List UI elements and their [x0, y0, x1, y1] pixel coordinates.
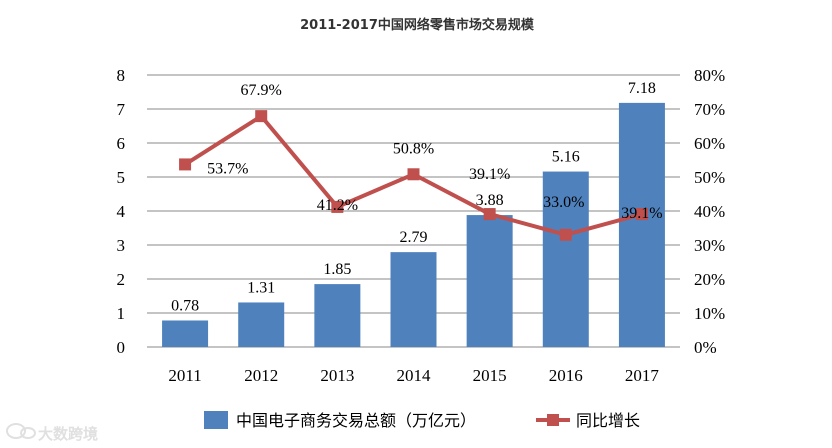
bar-data-label: 1.31 [247, 279, 275, 296]
bar-data-label: 5.16 [552, 149, 580, 166]
right-axis-tick-label: 0% [694, 338, 717, 357]
legend-line-label: 同比增长 [576, 411, 640, 430]
bar-series [162, 102, 665, 347]
line-marker [483, 208, 496, 221]
line-marker [635, 208, 648, 221]
line-data-label: 39.1% [621, 205, 662, 222]
bar [390, 252, 437, 347]
left-axis-tick-label: 7 [117, 100, 126, 119]
right-axis-tick-label: 20% [694, 270, 725, 289]
left-axis-tick-label: 2 [117, 270, 126, 289]
watermark-text: 大数跨境 [38, 425, 98, 443]
line-marker [179, 158, 192, 171]
left-axis-tick-label: 0 [117, 338, 126, 357]
chat-bubble-logo-icon [6, 423, 36, 439]
left-axis-ticks: 0 1 2 3 4 5 6 7 8 [117, 66, 126, 357]
legend-line-marker [547, 414, 559, 426]
right-axis-tick-label: 80% [694, 66, 725, 85]
line-data-labels: 53.7% 67.9% 41.2% 50.8% 39.1% 33.0% 39.1% [207, 82, 663, 222]
right-axis-ticks: 0% 10% 20% 30% 40% 50% 60% 70% 80% [694, 66, 725, 357]
bar-data-labels: 0.78 1.31 1.85 2.79 3.88 5.16 7.18 [171, 80, 656, 315]
line-data-label: 53.7% [207, 160, 248, 177]
x-axis-tick-label: 2016 [549, 366, 583, 385]
x-axis-tick-label: 2012 [244, 366, 278, 385]
bar [162, 320, 209, 347]
x-axis-tick-label: 2013 [320, 366, 354, 385]
bar [618, 102, 665, 347]
line-data-label: 39.1% [469, 166, 510, 183]
x-axis-tick-label: 2015 [473, 366, 507, 385]
line-marker [407, 168, 420, 181]
legend-bar-label: 中国电子商务交易总额（万亿元） [236, 411, 476, 430]
right-axis-tick-label: 30% [694, 236, 725, 255]
left-axis-tick-label: 5 [117, 168, 126, 187]
x-axis-tick-label: 2014 [397, 366, 432, 385]
line-data-label: 67.9% [241, 82, 282, 99]
bar [466, 215, 513, 347]
bar-data-label: 2.79 [400, 229, 428, 246]
bar-data-label: 7.18 [628, 80, 656, 97]
line-marker [331, 200, 344, 213]
watermark: 大数跨境 [6, 423, 98, 443]
line-series [179, 110, 648, 241]
x-axis-ticks: 2011 2012 2013 2014 2015 2016 2017 [168, 366, 659, 385]
right-axis-tick-label: 40% [694, 202, 725, 221]
bar [238, 302, 285, 347]
line-data-label: 41.2% [317, 197, 358, 214]
bar [314, 284, 361, 347]
right-axis-tick-label: 60% [694, 134, 725, 153]
left-axis-tick-label: 1 [117, 304, 126, 323]
line-marker [255, 110, 268, 123]
right-axis-tick-label: 70% [694, 100, 725, 119]
bar-data-label: 1.85 [323, 261, 351, 278]
left-axis-tick-label: 8 [117, 66, 126, 85]
bar [542, 171, 589, 347]
chart-title: 2011-2017中国网络零售市场交易规模 [300, 17, 535, 33]
left-axis-tick-label: 4 [117, 202, 126, 221]
line-marker [559, 228, 572, 241]
right-axis-tick-label: 10% [694, 304, 725, 323]
x-axis-tick-label: 2011 [168, 366, 201, 385]
x-axis-tick-label: 2017 [625, 366, 660, 385]
legend-bar-swatch [204, 411, 228, 429]
line-data-label: 50.8% [393, 140, 434, 157]
left-axis-tick-label: 6 [117, 134, 126, 153]
bar-data-label: 0.78 [171, 297, 199, 314]
right-axis-tick-label: 50% [694, 168, 725, 187]
bar-data-label: 3.88 [476, 192, 504, 209]
left-axis-tick-label: 3 [117, 236, 126, 255]
legend: 中国电子商务交易总额（万亿元） 同比增长 [204, 411, 640, 430]
line-data-label: 33.0% [543, 194, 584, 211]
